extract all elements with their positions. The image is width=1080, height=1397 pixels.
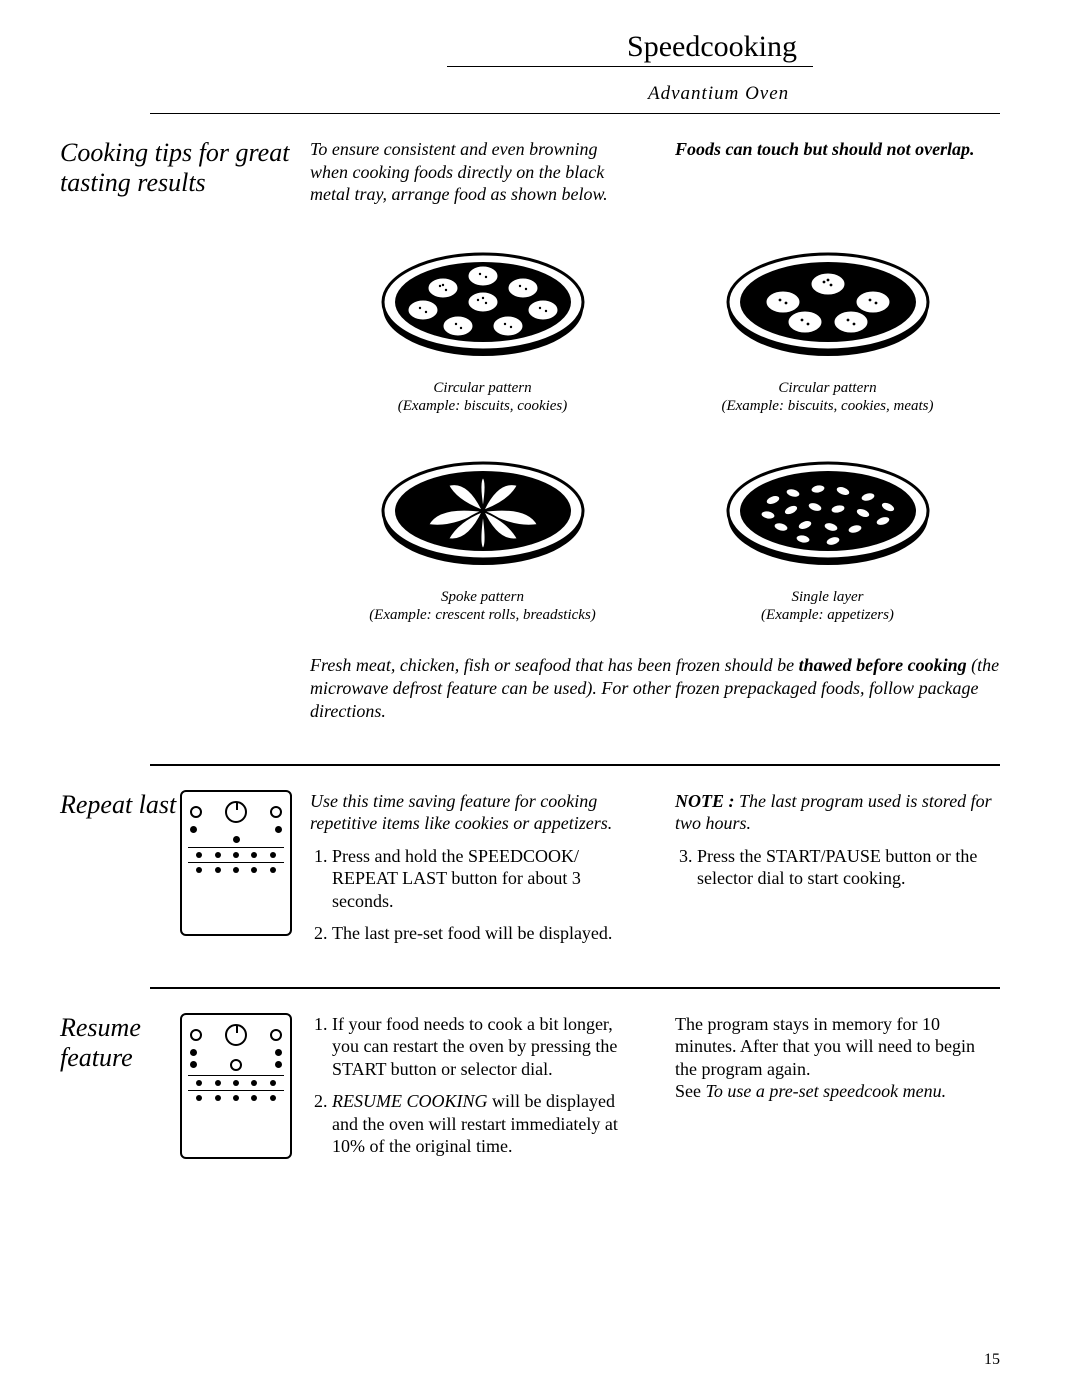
header-rule [150,113,1000,114]
tray-circular-meats-icon [723,246,933,366]
caption-tray-3: Spoke pattern (Example: crescent rolls, … [333,588,633,624]
tray-spoke-pattern-icon [378,455,588,575]
section-rule-1 [150,764,1000,766]
thaw-note: Fresh meat, chicken, fish or seafood tha… [310,654,1000,724]
page-number: 15 [984,1351,1000,1369]
repeat-intro: Use this time saving feature for cooking… [310,790,635,835]
tray-single-layer-icon [723,455,933,575]
sidebar-heading-resume: Resume feature [60,1013,180,1168]
page-title: Speedcooking [447,30,813,67]
caption-tray-4: Single layer (Example: appetizers) [678,588,978,624]
list-item: Press the START/PAUSE button or the sele… [697,845,1000,890]
section-cooking-tips: Cooking tips for great tasting results T… [60,138,1000,742]
tray-row-1: Circular pattern (Example: biscuits, coo… [310,246,1000,415]
resume-steps: If your food needs to cook a bit longer,… [310,1013,635,1158]
list-item: The last pre-set food will be displayed. [332,922,635,945]
list-item: RESUME COOKING will be displayed and the… [332,1090,635,1158]
repeat-steps-right: Press the START/PAUSE button or the sele… [675,845,1000,890]
page-header: Speedcooking [60,30,1000,67]
product-name: Advantium Oven [648,83,1000,105]
repeat-note: NOTE : The last program used is stored f… [675,790,1000,835]
section-resume-feature: Resume feature If your food needs to coo… [60,1013,1000,1168]
sidebar-heading-cooking-tips: Cooking tips for great tasting results [60,138,310,742]
intro-right: Foods can touch but should not overlap. [675,138,1000,206]
section-repeat-last: Repeat last Use this time saving feature… [60,790,1000,955]
control-panel-icon [180,790,292,936]
caption-tray-1: Circular pattern (Example: biscuits, coo… [333,379,633,415]
repeat-steps-left: Press and hold the SPEEDCOOK/ REPEAT LAS… [310,845,635,945]
sidebar-heading-repeat-last: Repeat last [60,790,180,955]
resume-right-para: The program stays in memory for 10 minut… [675,1013,1000,1081]
intro-left: To ensure consistent and even browning w… [310,138,635,206]
tray-row-2: Spoke pattern (Example: crescent rolls, … [310,455,1000,624]
control-panel-icon [180,1013,292,1159]
list-item: Press and hold the SPEEDCOOK/ REPEAT LAS… [332,845,635,913]
tray-circular-biscuits-icon [378,246,588,366]
resume-see-ref: See To use a pre-set speedcook menu. [675,1080,1000,1103]
section-rule-2 [150,987,1000,989]
caption-tray-2: Circular pattern (Example: biscuits, coo… [678,379,978,415]
list-item: If your food needs to cook a bit longer,… [332,1013,635,1081]
